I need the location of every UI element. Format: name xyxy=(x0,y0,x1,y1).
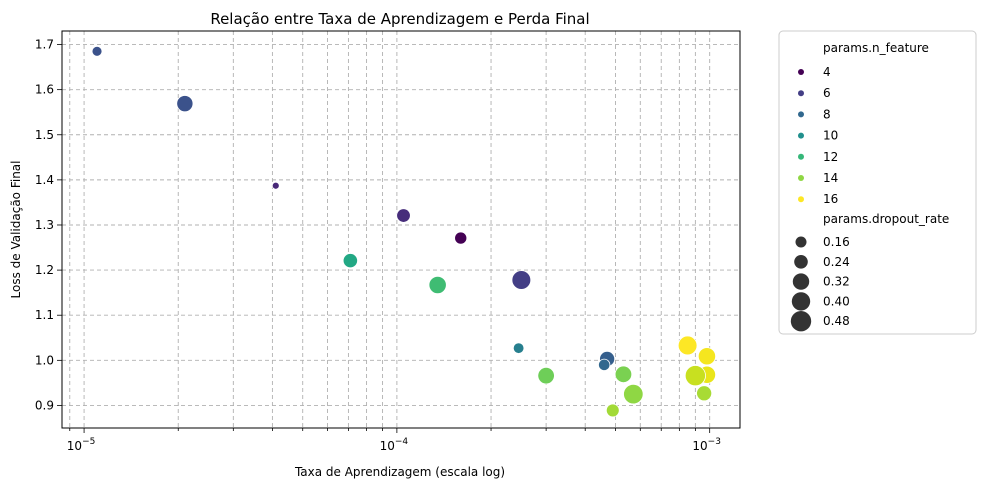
chart-title: Relação entre Taxa de Aprendizagem e Per… xyxy=(210,10,589,28)
data-point xyxy=(614,365,633,384)
legend-hue-label: 12 xyxy=(823,150,838,164)
y-tick-label: 1.3 xyxy=(35,218,54,232)
legend-size-marker xyxy=(795,236,807,248)
legend-size-label: 0.16 xyxy=(823,235,850,249)
y-tick-label: 0.9 xyxy=(35,398,54,412)
data-point xyxy=(342,253,358,269)
y-axis-label: Loss de Validação Final xyxy=(9,161,23,299)
data-point xyxy=(512,342,525,354)
data-point xyxy=(696,385,713,402)
legend-hue-marker xyxy=(798,196,804,203)
data-point xyxy=(428,275,447,295)
legend-hue-marker xyxy=(798,111,804,118)
y-axis-ticks: 0.9 1.0 1.1 1.2 1.3 1.4 1.5 1.6 1.7 xyxy=(35,38,62,412)
legend-hue-label: 8 xyxy=(823,107,831,121)
legend-hue-label: 10 xyxy=(823,129,838,143)
legend-size-items: 0.16 0.24 0.32 0.40 0.48 xyxy=(790,235,850,332)
data-point xyxy=(598,358,611,371)
y-tick-label: 1.7 xyxy=(35,38,54,52)
data-point xyxy=(271,181,280,190)
y-tick-label: 1.2 xyxy=(35,263,54,277)
legend-size-title: params.dropout_rate xyxy=(823,212,949,226)
data-point xyxy=(396,208,411,223)
legend-hue-title: params.n_feature xyxy=(823,41,929,55)
plot-frame xyxy=(61,30,741,429)
legend-hue-label: 6 xyxy=(823,86,831,100)
legend-size-label: 0.40 xyxy=(823,294,850,308)
data-point xyxy=(623,383,644,405)
data-point xyxy=(91,45,103,57)
x-tick-label: 10−4 xyxy=(380,437,409,453)
data-point xyxy=(697,347,717,366)
legend-hue-marker xyxy=(798,132,804,139)
x-tick-label: 10−5 xyxy=(67,437,96,453)
legend-size-label: 0.48 xyxy=(823,314,850,328)
data-point xyxy=(176,95,194,113)
x-axis-label: Taxa de Aprendizagem (escala log) xyxy=(294,465,505,479)
legend: params.n_feature 4 6 8 10 12 14 16 params.drop… xyxy=(778,30,977,335)
legend-hue-label: 16 xyxy=(823,192,838,206)
legend-size-marker xyxy=(792,273,810,290)
y-tick-label: 1.0 xyxy=(35,353,54,367)
legend-hue-label: 4 xyxy=(823,65,831,79)
legend-hue-items: 4 6 8 10 12 14 16 xyxy=(798,65,838,206)
data-point xyxy=(454,231,468,245)
legend-hue-marker xyxy=(798,175,804,181)
data-point xyxy=(537,366,555,385)
data-point xyxy=(677,335,698,356)
legend-size-label: 0.24 xyxy=(823,255,850,269)
data-points xyxy=(91,45,717,418)
data-point xyxy=(511,270,532,290)
data-point xyxy=(605,403,620,418)
y-tick-label: 1.5 xyxy=(35,128,54,142)
legend-size-label: 0.32 xyxy=(823,275,850,289)
data-point xyxy=(684,365,706,387)
y-tick-label: 1.4 xyxy=(35,173,54,187)
y-tick-label: 1.6 xyxy=(35,83,54,97)
legend-frame xyxy=(778,30,977,335)
grid-lines xyxy=(62,31,740,428)
legend-size-marker xyxy=(790,311,812,332)
legend-hue-marker xyxy=(798,153,804,160)
legend-hue-marker xyxy=(798,90,804,97)
x-axis-ticks: 10−5 10−4 10−3 xyxy=(67,428,721,453)
legend-hue-marker xyxy=(798,69,804,75)
legend-hue-label: 14 xyxy=(823,171,838,185)
y-tick-label: 1.1 xyxy=(35,308,54,322)
x-tick-label: 10−3 xyxy=(692,437,721,453)
legend-size-marker xyxy=(791,292,811,311)
legend-size-marker xyxy=(794,254,808,269)
